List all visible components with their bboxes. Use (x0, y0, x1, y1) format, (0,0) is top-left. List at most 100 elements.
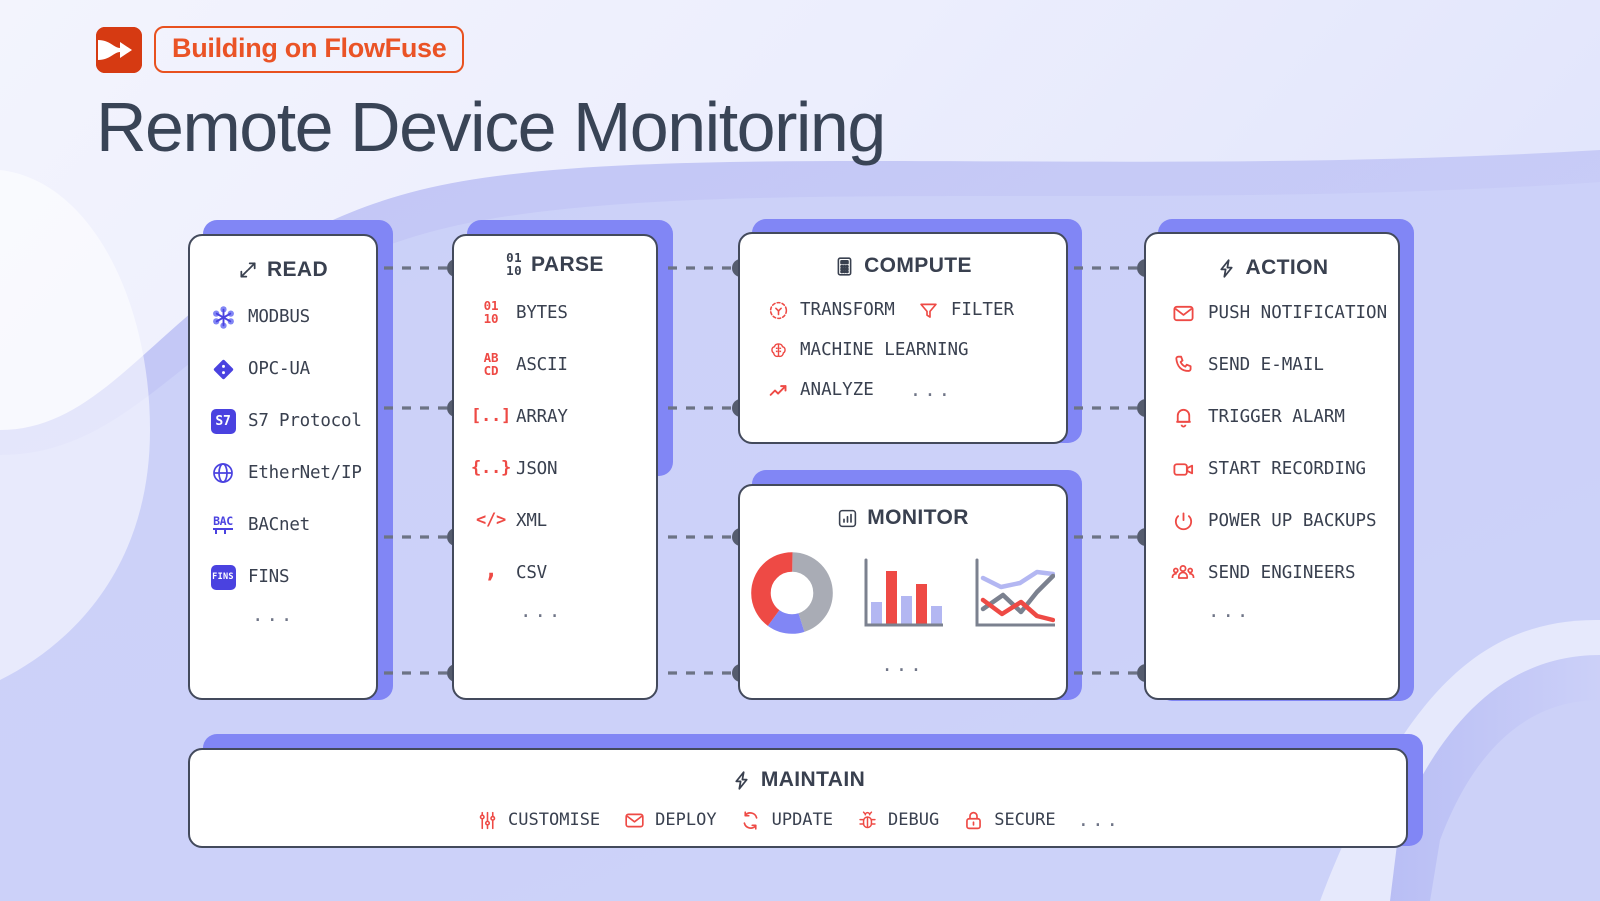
calculator-icon (834, 256, 855, 277)
read-card-title: READ (190, 258, 376, 282)
list-item[interactable]: ANALYZE ... (766, 378, 1066, 402)
list-item[interactable]: PUSH NOTIFICATION (1170, 300, 1398, 326)
funnel-icon (917, 298, 941, 322)
list-item-label: EtherNet/IP (248, 463, 362, 483)
list-item[interactable]: FINS FINS (210, 564, 376, 590)
bacnet-underline (213, 528, 233, 531)
list-item[interactable]: MACHINE LEARNING (766, 338, 1066, 362)
sliders-icon (475, 808, 499, 832)
resize-arrows-icon (238, 260, 258, 280)
bacnet-chip-label: BAC (213, 513, 233, 528)
list-item-label: TRIGGER ALARM (1208, 407, 1345, 427)
users-group-icon (1170, 560, 1196, 586)
list-item[interactable]: {..} JSON (470, 456, 656, 482)
list-item[interactable]: EtherNet/IP (210, 460, 376, 486)
list-item[interactable]: </> XML (475, 508, 656, 534)
action-title-label: ACTION (1245, 256, 1329, 279)
ascii-abcd-icon: AB CD (478, 351, 504, 378)
compute-title-label: COMPUTE (864, 254, 972, 277)
list-item-label: CUSTOMISE (508, 810, 601, 830)
donut-chart (751, 552, 833, 634)
list-item[interactable]: AB CD ASCII (478, 351, 656, 378)
list-item[interactable]: DEPLOY (622, 808, 717, 832)
list-item[interactable]: DEBUG (855, 808, 939, 832)
list-item[interactable]: [..] ARRAY (470, 404, 656, 430)
comma-icon: , (483, 554, 499, 583)
list-item[interactable]: SEND E-MAIL (1170, 352, 1398, 378)
phone-icon (1170, 352, 1196, 378)
globe-icon (210, 460, 236, 486)
lightning-bolt-icon (731, 770, 752, 791)
parse-title-bits-bottom: 10 (506, 262, 523, 278)
monitor-card-title: MONITOR (740, 506, 1066, 530)
list-item-label: UPDATE (771, 810, 834, 830)
list-item-label: ASCII (516, 354, 568, 375)
badge-label: Building on FlowFuse (154, 26, 465, 73)
list-item[interactable]: CUSTOMISE (475, 808, 600, 832)
parse-card[interactable]: 01 10 PARSE 01 10 BYTES AB CD ASCII (452, 234, 658, 700)
page-header: Building on FlowFuse Remote Device Monit… (96, 26, 886, 166)
list-item-label: SECURE (994, 810, 1056, 830)
trend-up-icon (766, 378, 790, 402)
monitor-card[interactable]: MONITOR ... (738, 484, 1068, 700)
brain-icon (766, 338, 790, 362)
json-braces-icon: {..} (470, 458, 512, 478)
opcua-diamond-icon (210, 356, 236, 382)
bytes-bits-top: 01 (483, 297, 499, 313)
list-item-label: OPC-UA (248, 359, 311, 379)
s7-chip-label: S7 (210, 408, 236, 434)
list-item-label: MACHINE LEARNING (800, 340, 969, 360)
read-card[interactable]: READ MODBUS (188, 234, 378, 700)
list-item-label: JSON (516, 458, 558, 479)
envelope-icon (1170, 300, 1196, 326)
binary-0110-icon: 01 10 (506, 251, 523, 278)
list-item-label: POWER UP BACKUPS (1208, 511, 1377, 531)
list-item-label: XML (516, 510, 548, 531)
list-item-label: START RECORDING (1208, 459, 1367, 479)
action-ellipsis: ... (1208, 600, 1252, 622)
compute-ellipsis: ... (909, 379, 954, 401)
page-title: Remote Device Monitoring (96, 88, 886, 166)
list-item[interactable]: START RECORDING (1170, 456, 1398, 482)
xml-tag-icon: </> (475, 510, 507, 530)
list-item[interactable]: MODBUS (210, 304, 376, 330)
bacnet-legs (213, 530, 233, 535)
parse-card-title: 01 10 PARSE (454, 251, 656, 278)
list-item-label: DEPLOY (655, 810, 717, 830)
list-item[interactable]: UPDATE (739, 808, 833, 832)
ascii-bottom: CD (483, 362, 499, 378)
list-item[interactable]: TRIGGER ALARM (1170, 404, 1398, 430)
list-item[interactable]: S7 S7 Protocol (210, 408, 376, 434)
compute-card-title: COMPUTE (740, 254, 1066, 278)
list-item[interactable]: SEND ENGINEERS (1170, 560, 1398, 586)
bell-icon (1170, 404, 1196, 430)
list-item[interactable]: POWER UP BACKUPS (1170, 508, 1398, 534)
list-item[interactable]: BAC BACnet (210, 512, 376, 538)
list-item-label: SEND E-MAIL (1208, 355, 1324, 375)
bar-chart (864, 558, 943, 627)
compute-card[interactable]: COMPUTE TRANSFORM (738, 232, 1068, 444)
list-item-label: PUSH NOTIFICATION (1208, 303, 1388, 323)
bar-chart-box-icon (837, 508, 858, 529)
power-icon (1170, 508, 1196, 534)
fins-chip-icon: FINS (210, 564, 236, 590)
list-item[interactable]: , CSV (478, 554, 656, 586)
list-item[interactable]: TRANSFORM (766, 298, 895, 322)
binary-0110-icon: 01 10 (478, 297, 504, 326)
list-item-label: FINS (248, 567, 290, 587)
maintain-card[interactable]: MAINTAIN CUSTOMISE DEPLOY (188, 748, 1408, 848)
list-item-label: ANALYZE (800, 380, 874, 400)
array-brackets-icon: [..] (470, 406, 512, 426)
list-item[interactable]: FILTER (917, 298, 1014, 322)
parse-ellipsis: ... (520, 599, 564, 622)
bug-icon (855, 808, 879, 832)
list-item[interactable]: OPC-UA (210, 356, 376, 382)
list-item[interactable]: 01 10 BYTES (478, 297, 656, 326)
envelope-icon (622, 808, 646, 832)
list-item[interactable]: SECURE (961, 808, 1056, 832)
read-title-label: READ (266, 258, 329, 281)
list-item-label: DEBUG (888, 810, 940, 830)
monitor-title-label: MONITOR (867, 506, 969, 529)
action-card-title: ACTION (1146, 256, 1398, 280)
action-card[interactable]: ACTION PUSH NOTIFICATION SEND E-MAIL (1144, 232, 1400, 700)
